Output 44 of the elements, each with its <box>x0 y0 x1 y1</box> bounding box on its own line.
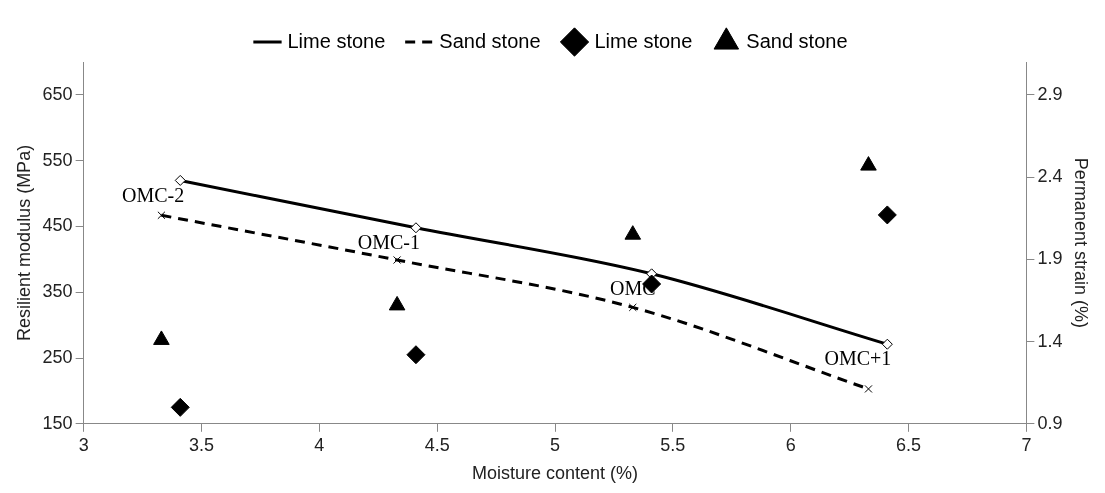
point <box>170 397 190 417</box>
x-tick-label: 5.5 <box>660 434 686 455</box>
point <box>864 384 873 393</box>
y2-tick-label: 2.4 <box>1037 166 1063 187</box>
x-tick-label: 6 <box>785 434 796 455</box>
y-tick-label: 250 <box>42 346 73 367</box>
point <box>881 338 893 350</box>
x-tick-label: 3.5 <box>188 434 214 455</box>
legend-label: Lime stone <box>287 29 386 52</box>
point <box>860 156 877 171</box>
x-tick-label: 4 <box>314 434 325 455</box>
point <box>388 295 406 311</box>
y-axis-title: Resilient modulus (MPa) <box>13 144 34 341</box>
y-tick-label: 350 <box>42 281 73 302</box>
legend-label: Sand stone <box>746 29 848 52</box>
x-tick-label: 5 <box>550 434 561 455</box>
x-axis-title: Moisture content (%) <box>471 463 639 484</box>
point <box>877 205 897 225</box>
y2-tick-label: 1.4 <box>1037 330 1063 351</box>
y2-tick-label: 1.9 <box>1037 248 1063 269</box>
annotation: OMC-1 <box>357 231 420 254</box>
y-tick-label: 650 <box>42 83 73 104</box>
x-tick-label: 3 <box>78 434 89 455</box>
x-tick-label: 4.5 <box>424 434 450 455</box>
legend-label: Sand stone <box>439 29 541 52</box>
y-tick-label: 150 <box>42 412 73 433</box>
point <box>406 345 426 365</box>
x-tick-label: 7 <box>1021 434 1032 455</box>
annotation: OMC+1 <box>824 347 892 370</box>
y2-axis-title: Permanent strain (%) <box>1071 157 1092 328</box>
point <box>410 222 422 234</box>
point <box>628 303 637 312</box>
y2-tick-label: 2.9 <box>1037 83 1063 104</box>
y-tick-label: 450 <box>42 215 73 236</box>
point <box>624 225 642 240</box>
point <box>174 174 186 186</box>
y-tick-label: 550 <box>42 149 73 170</box>
legend-label: Lime stone <box>594 29 693 52</box>
point <box>153 330 170 345</box>
x-tick-label: 6.5 <box>896 434 922 455</box>
y2-tick-label: 0.9 <box>1037 412 1063 433</box>
annotation: OMC-2 <box>122 183 185 206</box>
point <box>157 211 166 220</box>
point <box>393 255 402 265</box>
